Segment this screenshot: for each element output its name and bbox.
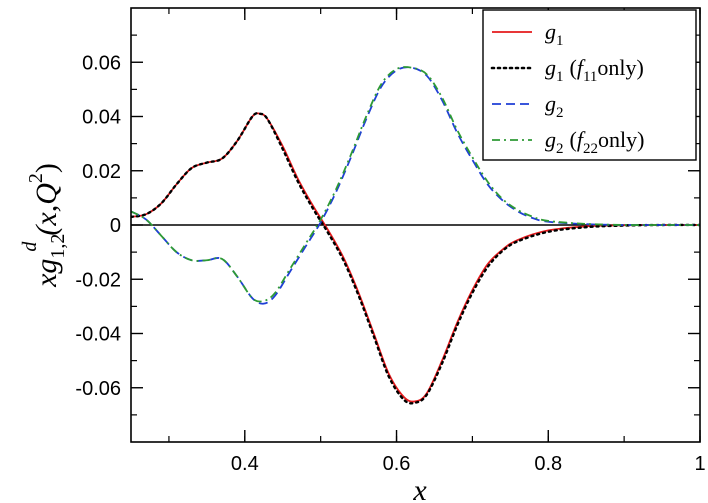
legend: g1 g1 (f11only) g2 g2 (f22only): [482, 9, 697, 161]
legend-box: [482, 9, 697, 161]
legend-label-2: g1 (f11only): [545, 55, 644, 85]
x-axis-label: x: [412, 474, 427, 503]
y-tick-label: -0.04: [75, 324, 121, 346]
y-label-args-sup: 2: [25, 173, 47, 183]
legend-label-3: g2: [545, 91, 564, 121]
series-line-2: [131, 112, 700, 405]
x-tick-label: 1: [694, 453, 705, 475]
legend-label-4: g2 (f22only): [545, 127, 644, 157]
series-line-4: [131, 66, 700, 303]
plot-frame: [130, 7, 701, 443]
legend-label-1: g1: [545, 19, 564, 49]
y-label-args: (x,Q: [30, 183, 63, 236]
series-line-3: [131, 66, 700, 305]
y-label-args-close: ): [30, 163, 63, 173]
y-tick-label: 0: [110, 215, 121, 237]
series-layer: [131, 66, 700, 405]
y-label-sub: 1,2: [47, 234, 69, 259]
y-axis-ticks: -0.06 -0.04 -0.02 0 0.02 0.04 0.06: [75, 34, 700, 416]
y-tick-label: 0.02: [82, 161, 121, 183]
x-tick-label: 0.8: [534, 453, 562, 475]
x-tick-label: 0.6: [383, 453, 411, 475]
y-tick-label: 0.06: [82, 52, 121, 74]
x-tick-label: 0.4: [231, 453, 259, 475]
y-axis-label: xg1,2 d (x,Q2): [19, 163, 69, 288]
y-tick-label: -0.06: [75, 378, 121, 400]
y-tick-label: 0.04: [82, 107, 121, 129]
x-axis-ticks: 0.4 0.6 0.8 1: [168, 8, 706, 475]
y-label-base: xg: [30, 259, 63, 288]
y-label-sup: d: [19, 241, 41, 252]
y-tick-label: -0.02: [75, 269, 121, 291]
